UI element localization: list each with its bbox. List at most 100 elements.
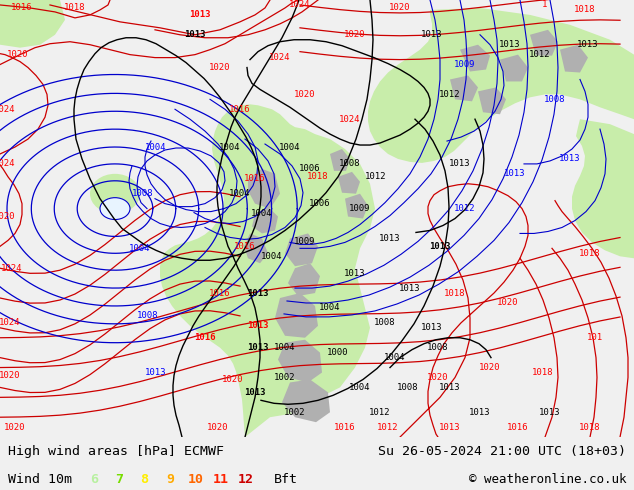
Text: 1012: 1012 [454, 204, 476, 213]
Text: 1016: 1016 [244, 174, 266, 183]
Text: 1004: 1004 [230, 189, 251, 198]
Text: 1004: 1004 [251, 209, 273, 218]
Text: 1004: 1004 [320, 303, 340, 313]
Text: 1004: 1004 [384, 353, 406, 362]
Text: 1018: 1018 [579, 423, 601, 432]
Polygon shape [500, 54, 528, 81]
Text: 1008: 1008 [398, 383, 418, 392]
Text: 1024: 1024 [269, 53, 291, 62]
Polygon shape [572, 119, 634, 258]
Text: 1024: 1024 [0, 318, 21, 327]
Text: Bft: Bft [274, 473, 298, 486]
Text: 1020: 1020 [497, 298, 519, 308]
Text: 1024: 1024 [289, 0, 311, 9]
Text: 1008: 1008 [137, 311, 158, 320]
Text: 1000: 1000 [327, 348, 349, 357]
Polygon shape [460, 45, 490, 72]
Text: 1013: 1013 [504, 170, 526, 178]
Text: 1016: 1016 [11, 3, 33, 12]
Text: 1013: 1013 [247, 343, 269, 352]
Text: 1013: 1013 [244, 388, 266, 397]
Polygon shape [282, 379, 330, 422]
Polygon shape [368, 8, 634, 163]
Text: 1020: 1020 [0, 212, 16, 221]
Text: 1020: 1020 [7, 50, 29, 59]
Text: 1020: 1020 [207, 423, 229, 432]
Text: 1013: 1013 [247, 289, 269, 297]
Text: 1008: 1008 [339, 159, 361, 169]
Text: 1012: 1012 [365, 172, 387, 181]
Text: 7: 7 [115, 473, 123, 486]
Text: 1004: 1004 [219, 143, 241, 151]
Text: 1008: 1008 [133, 189, 154, 198]
Text: 1013: 1013 [450, 159, 471, 169]
Text: 12: 12 [238, 473, 254, 486]
Text: 1012: 1012 [377, 423, 399, 432]
Text: 1020: 1020 [479, 363, 501, 372]
Text: Su 26-05-2024 21:00 UTC (18+03): Su 26-05-2024 21:00 UTC (18+03) [378, 445, 626, 458]
Text: © weatheronline.co.uk: © weatheronline.co.uk [469, 473, 626, 486]
Text: 1013: 1013 [540, 408, 560, 417]
Polygon shape [338, 172, 360, 194]
Text: 1020: 1020 [389, 3, 411, 12]
Text: 1004: 1004 [261, 252, 283, 261]
Text: 1024: 1024 [339, 115, 361, 123]
Text: 101: 101 [587, 333, 603, 342]
Text: 1006: 1006 [299, 164, 321, 173]
Text: 1020: 1020 [427, 373, 449, 382]
Text: 1004: 1004 [349, 383, 371, 392]
Text: 1013: 1013 [421, 30, 443, 39]
Text: Wind 10m: Wind 10m [8, 473, 72, 486]
Text: 1020: 1020 [4, 423, 26, 432]
Text: 1002: 1002 [275, 373, 295, 382]
Text: 1018: 1018 [533, 368, 553, 377]
Polygon shape [450, 75, 478, 101]
Text: 10: 10 [187, 473, 204, 486]
Text: 1013: 1013 [190, 10, 210, 20]
Text: 1008: 1008 [544, 95, 566, 104]
Polygon shape [248, 169, 280, 209]
Text: 1024: 1024 [1, 264, 23, 273]
Text: 1013: 1013 [439, 383, 461, 392]
Text: 1018: 1018 [64, 3, 86, 12]
Text: 1013: 1013 [184, 30, 206, 39]
Text: 1012: 1012 [439, 90, 461, 99]
Text: 1009: 1009 [454, 60, 476, 69]
Text: 1013: 1013 [421, 323, 443, 332]
Text: 1013: 1013 [439, 423, 461, 432]
Text: 1016: 1016 [194, 333, 216, 342]
Text: 9: 9 [166, 473, 174, 486]
Text: 1018: 1018 [444, 289, 466, 297]
Text: 1016: 1016 [209, 289, 231, 297]
Text: 1020: 1020 [344, 30, 366, 39]
Text: 1013: 1013 [399, 284, 421, 293]
Text: 1008: 1008 [427, 343, 449, 352]
Text: 1013: 1013 [379, 234, 401, 243]
Text: 1013: 1013 [469, 408, 491, 417]
Text: 1013: 1013 [559, 154, 581, 164]
Polygon shape [330, 149, 350, 171]
Text: 8: 8 [141, 473, 148, 486]
Text: 11: 11 [212, 473, 229, 486]
Text: 1008: 1008 [374, 318, 396, 327]
Polygon shape [285, 233, 318, 266]
Text: 1012: 1012 [529, 50, 551, 59]
Text: 1013: 1013 [429, 242, 451, 251]
Polygon shape [560, 45, 588, 73]
Text: 1024: 1024 [0, 105, 16, 114]
Text: 1020: 1020 [0, 371, 21, 380]
Text: 1004: 1004 [279, 143, 301, 151]
Polygon shape [278, 340, 322, 382]
Ellipse shape [90, 174, 140, 214]
Polygon shape [478, 87, 506, 114]
Text: 1004: 1004 [129, 244, 151, 253]
Text: 1020: 1020 [223, 375, 243, 384]
Text: 1016: 1016 [334, 423, 356, 432]
Text: 1020: 1020 [209, 63, 231, 72]
Ellipse shape [100, 197, 130, 220]
Polygon shape [530, 30, 558, 56]
Text: 1: 1 [542, 0, 548, 9]
Polygon shape [288, 263, 320, 296]
Text: 1020: 1020 [294, 90, 316, 99]
Text: 6: 6 [90, 473, 98, 486]
